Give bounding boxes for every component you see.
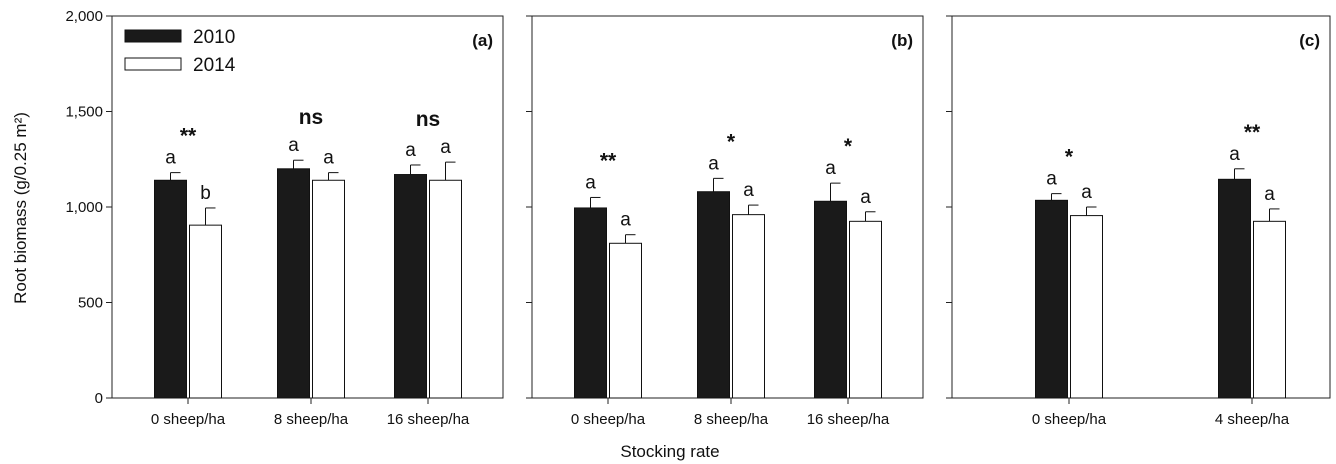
bar-2014-2: [732, 214, 765, 399]
letter-label: a: [1081, 182, 1092, 203]
bar-2014-1: [189, 224, 222, 399]
x-tick-label: 0 sheep/ha: [1032, 411, 1107, 428]
bar-2014-3: [849, 220, 882, 399]
letter-label: a: [825, 158, 836, 179]
legend-label-2014: 2014: [193, 55, 236, 76]
x-tick-label: 8 sheep/ha: [694, 411, 769, 428]
x-axis-title: Stocking rate: [620, 442, 719, 461]
significance-label: **: [1244, 121, 1261, 144]
letter-label: a: [585, 172, 596, 193]
significance-label: *: [1065, 146, 1074, 169]
letter-label: a: [1229, 144, 1240, 165]
bar-2014-2: [312, 179, 345, 399]
bar-2010-1: [574, 207, 607, 399]
bar-2010-3: [814, 200, 847, 399]
y-axis-title: Root biomass (g/0.25 m²): [11, 112, 30, 304]
bar-2010-1: [154, 179, 187, 399]
x-tick-label: 16 sheep/ha: [807, 411, 890, 428]
bar-2014-2: [1253, 220, 1286, 399]
bar-2010-1: [1035, 199, 1068, 399]
letter-label: a: [708, 153, 719, 174]
bar-2014-3: [429, 179, 462, 399]
legend-swatch-2010: [124, 29, 182, 43]
bar-2010-3: [394, 174, 427, 399]
significance-label: ns: [416, 108, 441, 131]
letter-label: a: [743, 180, 754, 201]
letter-label: a: [288, 135, 299, 156]
significance-label: ns: [299, 106, 324, 129]
panel-1: 0 500 1,000 1,500 2,000 (a) 0 sheep/ha a b ** 8 sh…: [65, 8, 504, 428]
bar-2014-1: [1070, 215, 1103, 399]
y-tick-label: 1,500: [65, 104, 103, 121]
x-tick-label: 0 sheep/ha: [151, 411, 226, 428]
x-tick-label: 0 sheep/ha: [571, 411, 646, 428]
x-tick-label: 8 sheep/ha: [274, 411, 349, 428]
y-tick-label: 1,000: [65, 199, 103, 216]
y-tick-label: 0: [95, 390, 103, 407]
letter-label: a: [165, 148, 176, 169]
letter-label: b: [200, 183, 211, 204]
significance-label: *: [727, 130, 736, 153]
x-tick-label: 4 sheep/ha: [1215, 411, 1290, 428]
significance-label: **: [600, 149, 617, 172]
panel-label: (b): [891, 31, 913, 50]
x-tick-label: 16 sheep/ha: [387, 411, 470, 428]
legend-label-2010: 2010: [193, 27, 235, 48]
bar-2010-2: [697, 191, 730, 399]
bar-2014-1: [609, 242, 642, 399]
y-tick-label: 500: [78, 295, 103, 312]
letter-label: a: [860, 187, 871, 208]
letter-label: a: [405, 140, 416, 161]
legend: 2010 2014: [124, 27, 236, 76]
significance-label: **: [180, 125, 197, 148]
letter-label: a: [440, 137, 451, 158]
letter-label: a: [620, 210, 631, 231]
letter-label: a: [1264, 184, 1275, 205]
y-tick-label: 2,000: [65, 8, 103, 25]
bar-2010-2: [1218, 178, 1251, 399]
bar-2010-2: [277, 168, 310, 399]
legend-swatch-2014: [124, 57, 182, 71]
letter-label: a: [323, 148, 334, 169]
letter-label: a: [1046, 169, 1057, 190]
significance-label: *: [844, 135, 853, 158]
panel-label: (c): [1299, 31, 1320, 50]
panel-label: (a): [472, 31, 493, 50]
